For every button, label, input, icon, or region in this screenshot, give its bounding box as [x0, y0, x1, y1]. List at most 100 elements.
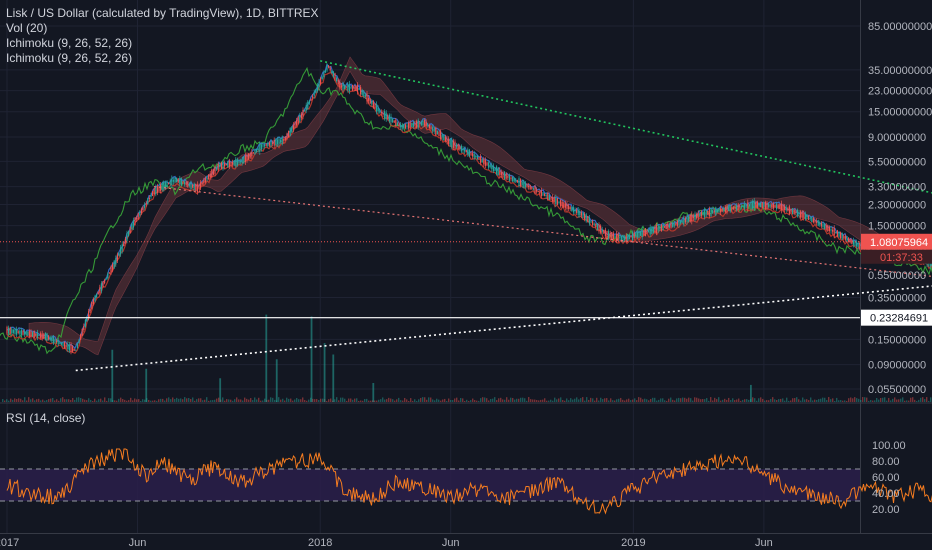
volume-bar [540, 399, 542, 402]
volume-bar [728, 397, 730, 402]
volume-bar [198, 398, 200, 402]
volume-bar [542, 399, 544, 402]
candle-body [403, 125, 405, 129]
candle-body [240, 161, 242, 163]
candle-body [838, 232, 840, 237]
volume-bar [890, 400, 892, 402]
ichimoku-cloud [28, 56, 932, 356]
volume-bar [56, 399, 58, 402]
volume-bar [696, 397, 698, 402]
candle-body [600, 225, 602, 233]
volume-bar [64, 399, 66, 402]
countdown-value: 01:37:33 [880, 252, 923, 264]
volume-bar [832, 398, 834, 402]
candle-body [744, 203, 746, 209]
volume-bar [484, 397, 486, 402]
time-tick-label: 2018 [308, 537, 332, 549]
volume-bar [96, 400, 98, 402]
candle-body [259, 144, 261, 153]
volume-bar [824, 397, 826, 402]
candle-body [755, 202, 757, 207]
volume-bar [886, 400, 888, 402]
volume-bar [44, 400, 46, 402]
candle-body [27, 331, 29, 336]
volume-bar [464, 400, 466, 402]
volume-bar [60, 398, 62, 402]
volume-bar [336, 397, 338, 402]
volume-bar [584, 400, 586, 402]
candle-body [512, 176, 514, 182]
candle-body [670, 222, 672, 228]
volume-bar [634, 398, 636, 402]
candle-body [16, 328, 18, 335]
volume-bar [880, 398, 882, 402]
volume-bar [882, 397, 884, 402]
candle-body [393, 120, 395, 123]
volume-bar [362, 400, 364, 402]
candle-body [382, 112, 384, 115]
candle-body [635, 233, 637, 237]
candle-body [244, 155, 246, 162]
candle-body [64, 342, 66, 349]
volume-bar [180, 398, 182, 402]
candle-body [265, 144, 267, 146]
volume-bar [546, 400, 548, 402]
price-tick-label: 0.05500000 [868, 384, 926, 396]
candle-body [496, 166, 498, 175]
candle-body [577, 209, 579, 215]
candle-body [75, 349, 77, 351]
volume-bar [840, 400, 842, 402]
volume-bar [566, 398, 568, 402]
candle-body [544, 193, 546, 197]
volume-bar [910, 397, 912, 402]
volume-bar [744, 399, 746, 402]
volume-bar [150, 400, 152, 402]
candle-body [174, 177, 176, 183]
volume-bar [38, 398, 40, 402]
volume-bar [108, 398, 110, 402]
candle-body [380, 112, 382, 114]
candle-body [294, 122, 296, 128]
candle-body [795, 211, 797, 214]
candle-body [192, 184, 194, 188]
volume-bar [776, 400, 778, 402]
volume-bar [284, 400, 286, 402]
candle-body [771, 204, 773, 208]
candle-body [211, 169, 213, 178]
candle-body [564, 203, 566, 208]
volume-bar [10, 398, 12, 402]
candle-body [457, 144, 459, 150]
volume-bar [672, 399, 674, 402]
volume-bar [160, 398, 162, 402]
volume-bar [58, 400, 60, 402]
candle-body [828, 227, 830, 232]
candle-body [460, 145, 462, 152]
volume-bar [366, 398, 368, 402]
candle-body [854, 240, 856, 247]
candle-body [721, 208, 723, 212]
candle-body [273, 139, 275, 146]
candle-body [664, 226, 666, 228]
candle-body [820, 222, 822, 227]
candle-body [320, 78, 322, 85]
candle-body [632, 232, 634, 240]
candle-body [188, 184, 190, 186]
candle-body [345, 86, 347, 88]
candle-body [248, 153, 250, 160]
volume-bar [246, 398, 248, 402]
candle-body [153, 188, 155, 195]
volume-bar [204, 399, 206, 402]
current-price-value: 1.08075964 [870, 237, 928, 249]
candle-body [796, 209, 798, 217]
candle-body [531, 187, 533, 189]
candle-body [249, 152, 251, 158]
volume-bar [338, 400, 340, 402]
price-candles [6, 63, 932, 355]
candle-body [518, 178, 520, 186]
candle-body [72, 346, 74, 352]
volume-bar [18, 398, 20, 402]
candle-body [497, 167, 499, 176]
volume-bar [374, 400, 376, 402]
candle-body [588, 217, 590, 224]
candle-body [777, 205, 779, 208]
